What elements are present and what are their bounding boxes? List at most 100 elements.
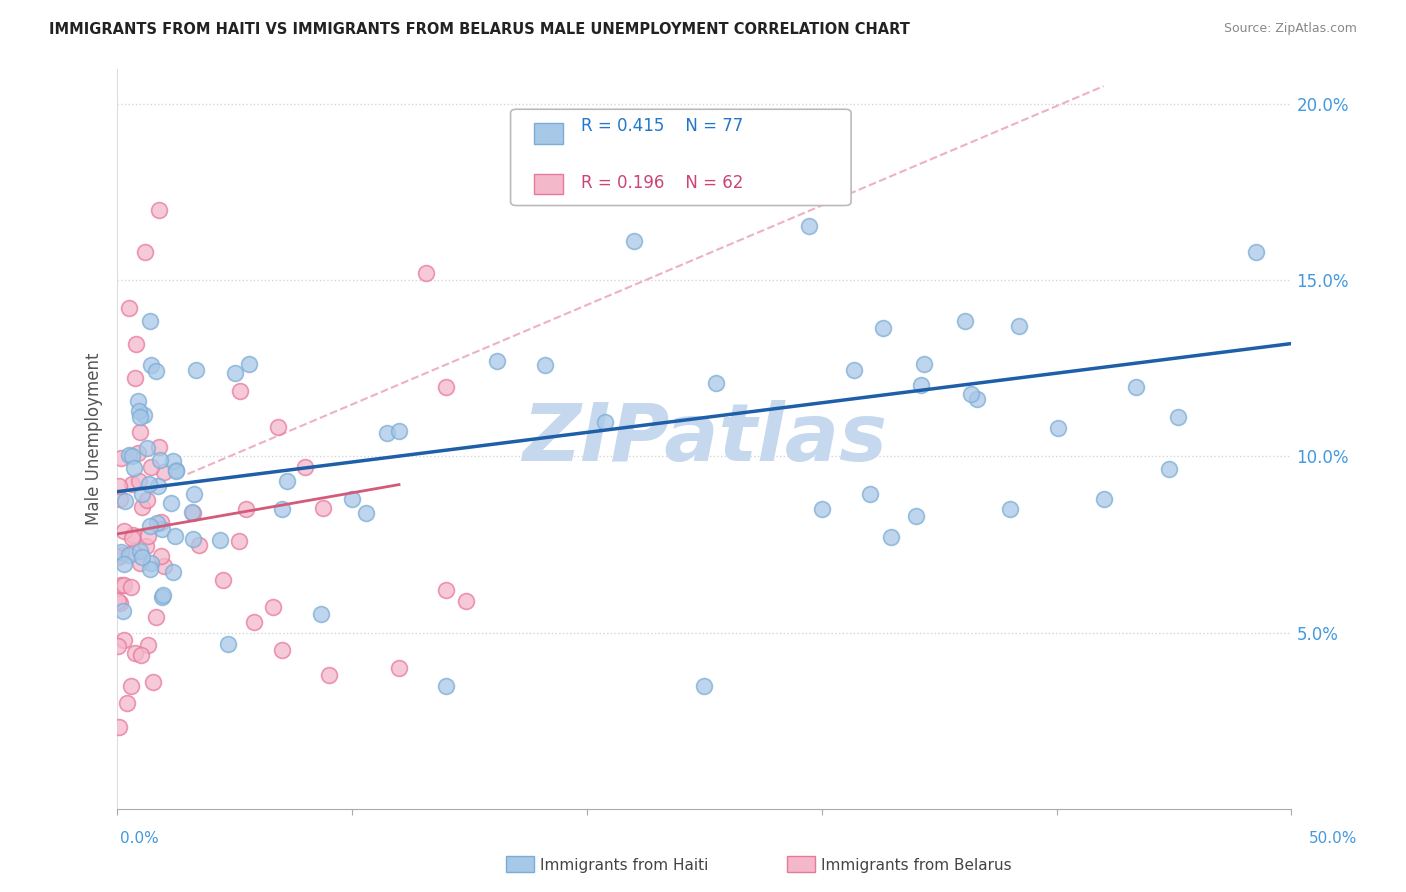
Text: R = 0.415    N = 77: R = 0.415 N = 77 [581,117,744,136]
Point [165,464,187,478]
Point [998,502,1021,516]
Point [111,604,134,618]
Point [436,583,458,598]
Point [243,615,266,629]
Point [150,549,173,564]
Point [904,509,927,524]
Point [112,524,135,539]
Point [148,440,170,454]
Point [139,562,162,576]
Point [128,474,150,488]
Point [276,474,298,488]
FancyBboxPatch shape [534,123,564,144]
Point [262,600,284,615]
Point [434,380,457,394]
Point [129,648,152,662]
Point [148,202,170,217]
Point [183,487,205,501]
Point [859,486,882,500]
Point [797,219,820,234]
Point [121,531,143,545]
Point [810,502,832,516]
Point [127,445,149,459]
Point [112,557,135,571]
Point [270,643,292,657]
Point [485,354,508,368]
FancyBboxPatch shape [510,109,851,205]
Point [128,409,150,424]
Point [294,460,316,475]
Point [149,515,172,529]
Point [128,556,150,570]
Point [118,301,141,316]
Point [135,539,157,553]
Point [388,424,411,438]
Point [534,358,557,372]
Point [593,415,616,429]
Point [129,425,152,440]
Point [138,477,160,491]
Text: Immigrants from Haiti: Immigrants from Haiti [540,858,709,872]
Point [1125,380,1147,394]
Point [163,529,186,543]
Point [181,507,204,521]
Point [121,449,143,463]
Point [150,522,173,536]
Point [139,556,162,570]
Point [124,647,146,661]
Y-axis label: Male Unemployment: Male Unemployment [86,352,103,525]
Point [131,550,153,565]
Point [108,596,131,610]
Point [134,244,156,259]
Point [139,314,162,328]
Text: Immigrants from Belarus: Immigrants from Belarus [821,858,1012,872]
Point [131,486,153,500]
Point [188,537,211,551]
Text: 0.0%: 0.0% [120,831,159,847]
Point [388,661,411,675]
Point [122,460,145,475]
Point [115,696,138,710]
Point [139,518,162,533]
Point [160,496,183,510]
Point [117,448,139,462]
Point [145,610,167,624]
Point [124,370,146,384]
Point [1244,244,1267,259]
Point [145,364,167,378]
Point [136,638,159,652]
Point [844,362,866,376]
Point [120,679,142,693]
Point [149,453,172,467]
Point [880,530,903,544]
Point [136,441,159,455]
Point [110,578,132,592]
Point [229,384,252,399]
Point [208,533,231,547]
Point [110,450,132,465]
Point [184,363,207,377]
Point [118,548,141,562]
Point [238,357,260,371]
Point [706,376,728,391]
Point [162,565,184,579]
Point [152,588,174,602]
Point [139,358,162,372]
Point [121,476,143,491]
Point [142,674,165,689]
Point [108,720,131,734]
Point [456,594,478,608]
Point [107,594,129,608]
Point [1167,409,1189,424]
Point [128,404,150,418]
Point [270,502,292,516]
Point [129,544,152,558]
Point [165,463,187,477]
Point [181,532,204,546]
Point [912,357,935,371]
Text: 50.0%: 50.0% [1309,831,1357,847]
Point [107,549,129,564]
Point [212,573,235,587]
Point [217,637,239,651]
Point [959,387,981,401]
